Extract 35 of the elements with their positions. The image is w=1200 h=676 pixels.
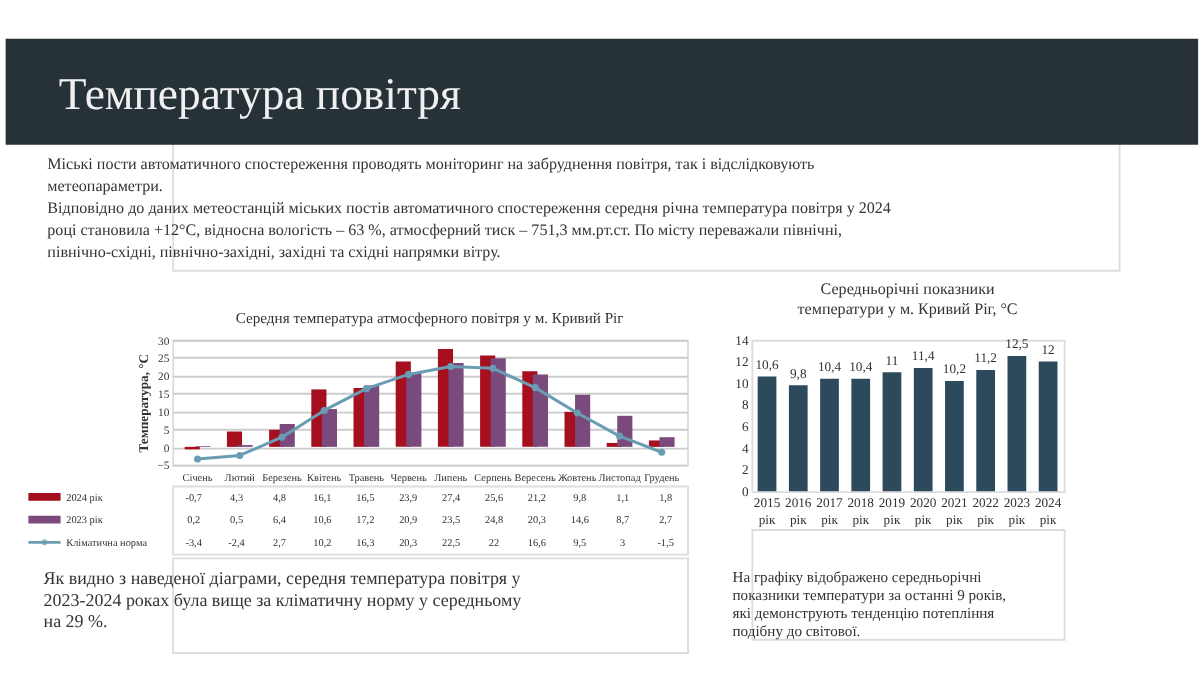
bar (406, 372, 422, 447)
bar (575, 394, 591, 447)
chart-title: Середня температура атмосферного повітря у м. Кривий Ріг (235, 308, 624, 327)
bar (532, 374, 548, 447)
bar (490, 358, 506, 447)
bar (913, 367, 933, 492)
point (236, 451, 244, 459)
point (320, 406, 328, 414)
bar (851, 378, 871, 492)
bar (226, 431, 243, 447)
bar (448, 362, 464, 447)
point (531, 384, 539, 392)
point (405, 370, 413, 378)
bar (976, 370, 996, 492)
point (616, 432, 624, 440)
point (362, 385, 370, 393)
point (447, 363, 455, 371)
text: Температура повітря (58, 68, 463, 119)
bar (364, 385, 380, 447)
point (573, 409, 581, 417)
bar (321, 409, 337, 447)
bar (820, 378, 839, 492)
bar (882, 372, 902, 492)
bar (1038, 361, 1058, 492)
point (489, 364, 497, 372)
bar (659, 437, 675, 447)
point (658, 448, 666, 456)
bar (757, 376, 777, 492)
point (278, 433, 286, 441)
text: Як видно з наведеної діаграми, середня температура повітря у 2023-2024 роках була вище за кліматичну норму у середньому на 29 %. (43, 567, 523, 632)
point (194, 455, 202, 463)
bar (788, 385, 808, 492)
text: На графіку відображено середньорічні показники температури за останні 9 років, які демонструють тенденцію потепління подібну до світової. (732, 568, 1007, 640)
bar (1007, 356, 1027, 492)
bar (945, 380, 964, 492)
